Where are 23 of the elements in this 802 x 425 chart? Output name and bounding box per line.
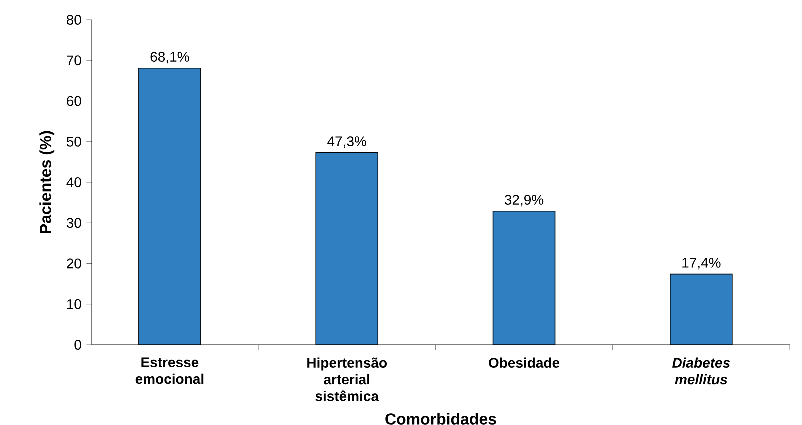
bar	[138, 68, 202, 345]
data-label: 68,1%	[150, 52, 190, 64]
y-axis-title: Pacientes (%)	[40, 131, 55, 234]
y-tick-label: 50	[66, 136, 82, 147]
x-axis-title: Comorbidades	[386, 413, 496, 425]
data-label: 17,4%	[682, 258, 721, 270]
x-tick-label: Estresse emocional	[136, 358, 204, 384]
y-tick-label: 0	[74, 340, 82, 350]
x-tick-label: Diabetes mellitus	[672, 358, 730, 385]
data-label: 32,9%	[504, 195, 544, 207]
x-tick-label: Obesidade	[489, 358, 560, 368]
x-tick-label: Hipertensão arterial sistêmica	[308, 358, 388, 402]
bar	[492, 210, 556, 345]
y-tick-label: 70	[67, 56, 82, 66]
y-tick-label: 40	[66, 178, 82, 188]
y-tick-label: 30	[66, 218, 82, 228]
y-tick-label: 20	[67, 258, 82, 269]
y-tick-label: 80	[66, 15, 82, 25]
y-tick-label: 60	[67, 96, 82, 106]
y-tick-label: 10	[67, 299, 82, 310]
bar	[316, 152, 379, 345]
bar	[670, 274, 733, 345]
data-label: 47,3%	[328, 136, 366, 148]
